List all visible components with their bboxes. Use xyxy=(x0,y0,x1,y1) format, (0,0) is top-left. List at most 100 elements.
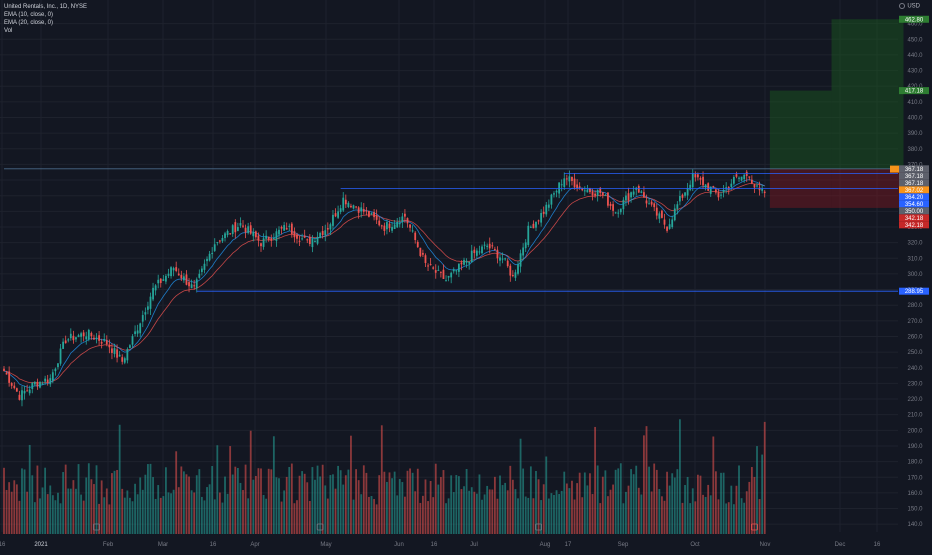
price-label-bg xyxy=(899,179,929,187)
volume-bar xyxy=(553,494,555,534)
candle xyxy=(239,223,242,226)
volume-bar xyxy=(113,470,116,534)
volume-bar xyxy=(355,469,357,534)
ema10-legend[interactable]: EMA (10, close, 0) xyxy=(4,12,54,18)
candle xyxy=(578,186,581,188)
volume-bar xyxy=(594,426,596,534)
volume-bar xyxy=(80,494,82,534)
volume-bar xyxy=(332,474,334,534)
candle xyxy=(118,354,121,357)
volume-bar xyxy=(627,485,630,534)
volume-bar xyxy=(3,467,5,534)
candle xyxy=(671,219,674,228)
volume-bar xyxy=(447,498,450,534)
candle xyxy=(224,233,226,239)
candle xyxy=(31,382,34,389)
volume-bar xyxy=(591,494,594,534)
candle xyxy=(576,184,579,188)
volume-bar xyxy=(643,435,645,534)
volume-bar xyxy=(26,491,29,534)
volume-bar xyxy=(200,496,203,534)
volume-bar xyxy=(763,421,766,534)
volume-bar xyxy=(694,501,697,534)
volume-bar xyxy=(8,482,11,534)
currency-selector[interactable]: USD xyxy=(899,3,920,10)
volume-bar xyxy=(234,466,237,534)
price-label: 288.95 xyxy=(899,287,929,295)
candle xyxy=(607,192,609,206)
candle xyxy=(429,264,432,266)
volume-bar xyxy=(247,498,250,534)
volume-bar xyxy=(270,469,273,534)
volume-bar xyxy=(231,474,234,534)
volume-bar xyxy=(632,474,635,534)
volume-bar xyxy=(483,494,486,534)
volume-bar xyxy=(18,500,21,534)
candle xyxy=(72,335,75,341)
price-axis: 140.0 150.0 160.0 170.0 180.0 190.0 200.0 210.0… xyxy=(907,22,923,529)
volume-bar xyxy=(165,467,167,534)
volume-bar xyxy=(360,494,363,534)
volume-bar xyxy=(249,430,252,534)
candle xyxy=(704,184,707,188)
price-tick-label: 190.0 xyxy=(907,444,923,450)
volume-bar xyxy=(365,472,368,534)
price-label-text: 367.18 xyxy=(905,167,924,173)
volume-bar xyxy=(370,496,373,534)
price-label-text: 367.18 xyxy=(905,174,924,180)
volume-bar xyxy=(655,469,658,534)
volume-bar xyxy=(691,488,694,534)
volume-bar xyxy=(175,451,178,534)
volume-bar xyxy=(350,435,352,534)
volume-bar xyxy=(296,500,298,534)
volume-bar xyxy=(93,484,95,534)
candle xyxy=(406,218,409,224)
volume-bar xyxy=(409,468,411,534)
price-tick-label: 170.0 xyxy=(907,475,923,481)
volume-bar xyxy=(170,493,172,534)
candle xyxy=(141,315,144,322)
volume-bar xyxy=(501,485,504,534)
volume-bar xyxy=(455,475,458,534)
candle xyxy=(583,190,586,192)
volume-bar xyxy=(560,490,563,534)
candle xyxy=(445,280,447,282)
ema20-line xyxy=(3,183,765,384)
volume-bar xyxy=(116,470,118,534)
candle xyxy=(23,390,26,394)
candle xyxy=(686,187,689,196)
candle xyxy=(262,238,265,247)
volume-bar xyxy=(211,466,214,534)
candle xyxy=(586,189,589,193)
volume-bar xyxy=(129,497,131,534)
candle xyxy=(180,274,183,279)
candle xyxy=(62,341,65,349)
volume-bar xyxy=(578,472,581,534)
candle xyxy=(404,213,406,217)
volume-bar xyxy=(272,436,275,534)
candle xyxy=(26,390,29,392)
volume-bar xyxy=(727,502,730,534)
ema20-legend[interactable]: EMA (20, close, 0) xyxy=(4,20,54,26)
candle xyxy=(535,221,537,228)
candle xyxy=(280,226,283,229)
volume-bar xyxy=(167,492,170,534)
volume-bar xyxy=(254,475,257,534)
price-tick-label: 440.0 xyxy=(907,53,923,59)
candle xyxy=(661,210,663,218)
volume-bar xyxy=(193,492,196,534)
volume-bar xyxy=(339,470,342,534)
price-label: 364.20 xyxy=(899,193,929,201)
candle xyxy=(270,238,273,241)
candle xyxy=(519,253,522,267)
price-tick-label: 300.0 xyxy=(907,272,923,278)
symbol-title[interactable]: United Rentals, Inc., 1D, NYSE xyxy=(4,4,88,10)
volume-bar xyxy=(260,468,262,534)
candle xyxy=(247,226,250,233)
vol-legend[interactable]: Vol xyxy=(4,28,13,34)
volume-bar xyxy=(440,477,442,534)
volume-bar xyxy=(637,487,640,534)
candle xyxy=(547,204,550,208)
